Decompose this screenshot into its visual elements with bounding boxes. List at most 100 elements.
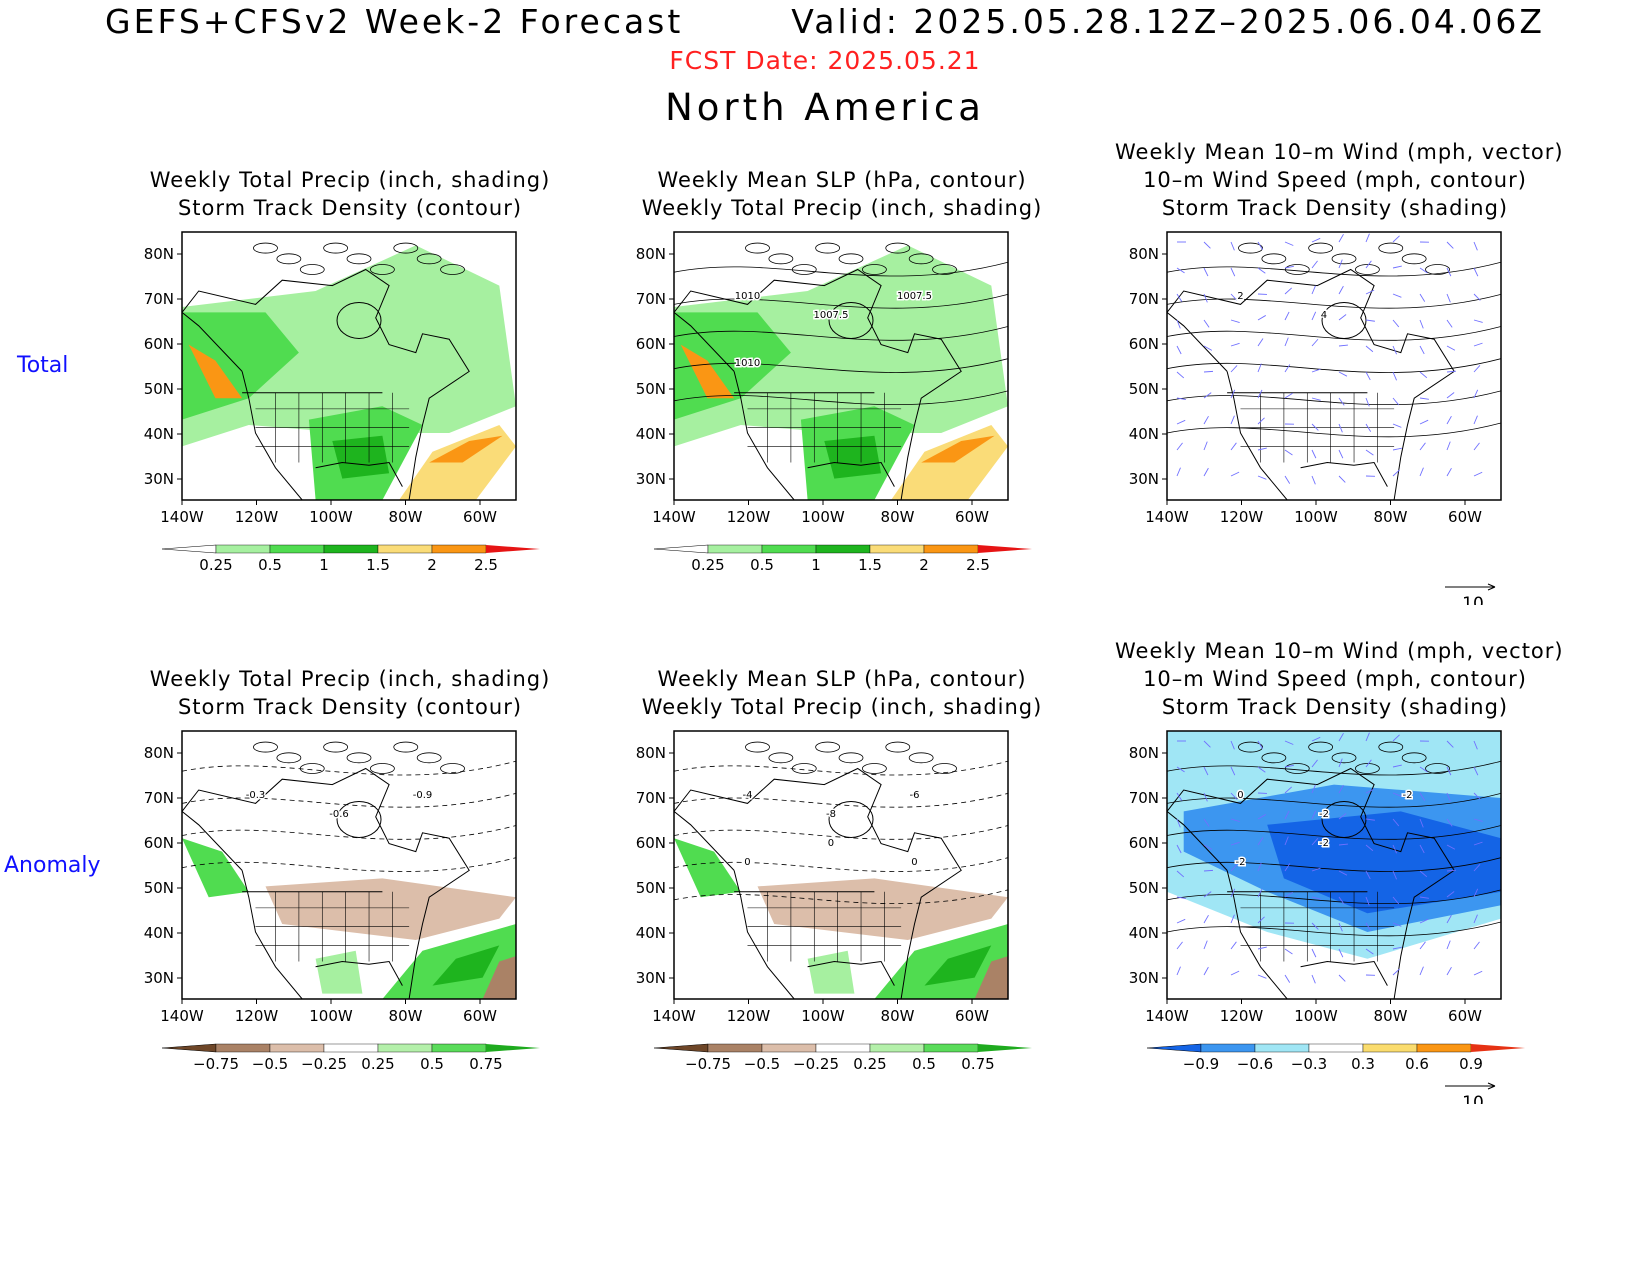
hudson-bay (1321, 301, 1367, 339)
map-frame (181, 231, 517, 501)
arctic-island (1238, 242, 1263, 254)
wind-vector (1446, 415, 1452, 425)
wind-vector (1257, 363, 1262, 373)
wind-vector (1203, 792, 1208, 802)
wind-vector (1230, 941, 1237, 950)
colorbar-tick-label: 0.6 (1405, 1055, 1429, 1073)
wind-vector (1419, 792, 1426, 801)
wind-vector (1284, 948, 1293, 955)
forecast-date: FCST Date: 2025.05.21 (669, 46, 981, 75)
coastline-west (241, 870, 303, 999)
lon-label: 140W (652, 508, 696, 526)
wind-vector (1392, 423, 1402, 428)
map-area: -4 -8 -6 0 0 0 (674, 741, 1008, 999)
wind-vector (1392, 792, 1402, 797)
wind-vector (1338, 397, 1345, 406)
wind-vector (1230, 241, 1235, 251)
wind-vector (1284, 265, 1294, 269)
wind-vector (1230, 442, 1237, 451)
wind-vector (1365, 319, 1375, 322)
panel-title-line: Weekly Mean 10–m Wind (mph, vector) (1115, 140, 1564, 164)
lon-label: 60W (955, 508, 989, 526)
arctic-island (838, 253, 864, 265)
lon-label: 80W (881, 1007, 915, 1025)
slp-contour (674, 825, 1008, 840)
panel-total-wind-storm-track: Weekly Mean 10–m Wind (mph, vector) 10–m … (1115, 137, 1564, 657)
wind-vector (1176, 293, 1183, 302)
contour-label: -0.3 (246, 790, 266, 801)
wind-vector (1392, 764, 1402, 768)
coastline-west (241, 371, 303, 500)
wind-vector (1419, 918, 1429, 924)
wind-vector (1203, 766, 1209, 776)
wind-vector (1311, 475, 1316, 485)
arctic-island (1331, 253, 1357, 265)
lat-label: 50N (1129, 380, 1159, 398)
wind-vector (1419, 896, 1429, 899)
wind-vector (1230, 389, 1236, 399)
contour-label: -2 (1235, 857, 1245, 868)
wind-vector (1230, 293, 1238, 301)
arctic-island (1378, 242, 1404, 254)
wind-vector (1311, 867, 1321, 872)
wind-vector (1284, 764, 1294, 768)
arctic-island (346, 752, 372, 764)
coastline-west (1226, 371, 1288, 500)
colorbar-tick-label: 2.5 (966, 556, 990, 574)
panel-anomaly-precip-storm-track: Weekly Total Precip (inch, shading) Storm… (130, 664, 570, 1184)
precip-dark (332, 435, 390, 479)
wind-vector (1257, 389, 1263, 399)
contour-label: -0.9 (413, 790, 433, 801)
arctic-island (861, 264, 887, 275)
wind-vector (1365, 759, 1372, 768)
wind-vector (1446, 345, 1456, 351)
wind-vector (1176, 419, 1186, 425)
lat-label: 80N (636, 744, 666, 762)
colorbar-tick-label: 0.9 (1459, 1055, 1483, 1073)
wind-vector (1392, 345, 1397, 355)
wind-vector (1203, 267, 1209, 277)
wind-vector (1392, 870, 1397, 880)
lon-label: 140W (1145, 508, 1189, 526)
wind-vector (1311, 974, 1316, 984)
map-svg: 1010 1007.5 1007.5 1010 80N 70N 60N 50N 40N 30N 14… (636, 231, 1032, 574)
wind-vector (1257, 837, 1264, 846)
row-label-anomaly: Anomaly (4, 853, 101, 878)
wind-vector (1284, 287, 1292, 295)
precip-anom-brown (265, 878, 516, 940)
wind-vector (1365, 896, 1370, 906)
panel-title-line: Storm Track Density (shading) (1161, 196, 1509, 220)
lon-label: 120W (1220, 1007, 1264, 1025)
wind-vector (1419, 467, 1424, 477)
contour-label: -4 (742, 790, 752, 801)
slp-contour (674, 889, 1008, 905)
colorbar-tick-label: 2.5 (474, 556, 498, 574)
wind-vector (1446, 392, 1455, 399)
colorbar-segment (923, 544, 979, 554)
colorbar-segment (869, 544, 925, 554)
colorbar-segment (377, 1043, 433, 1053)
colorbar-tick-label: 0.5 (912, 1055, 936, 1073)
wind-vector (1446, 792, 1451, 802)
lon-label: 60W (463, 1007, 497, 1025)
panel-anomaly-slp-precip: Weekly Mean SLP (hPa, contour) Weekly Tot… (622, 664, 1062, 1184)
colorbar-tick-label: 0.25 (361, 1055, 394, 1073)
slp-contour (674, 261, 1008, 277)
panel-title-line: Weekly Total Precip (inch, shading) (641, 695, 1043, 719)
lon-label: 60W (1448, 1007, 1482, 1025)
lon-label: 60W (463, 508, 497, 526)
storm-track-contour (182, 760, 516, 776)
precip-anom-green-dark (432, 945, 500, 986)
arctic-island (1425, 763, 1450, 774)
colorbar-tick-label: 1.5 (366, 556, 390, 574)
wind-vector (1284, 337, 1289, 347)
colorbar-tick-label: −0.6 (1237, 1055, 1273, 1073)
panel-title-line: 10–m Wind Speed (mph, contour) (1143, 667, 1527, 691)
precip-dark (824, 435, 882, 479)
panel-title-line: Storm Track Density (contour) (177, 196, 523, 220)
contour-label: 1007.5 (897, 291, 932, 302)
colorbar-tick-label: −0.3 (1291, 1055, 1327, 1073)
arctic-island (1238, 741, 1263, 753)
lon-label: 120W (1220, 508, 1264, 526)
wind-vector (1338, 732, 1344, 742)
